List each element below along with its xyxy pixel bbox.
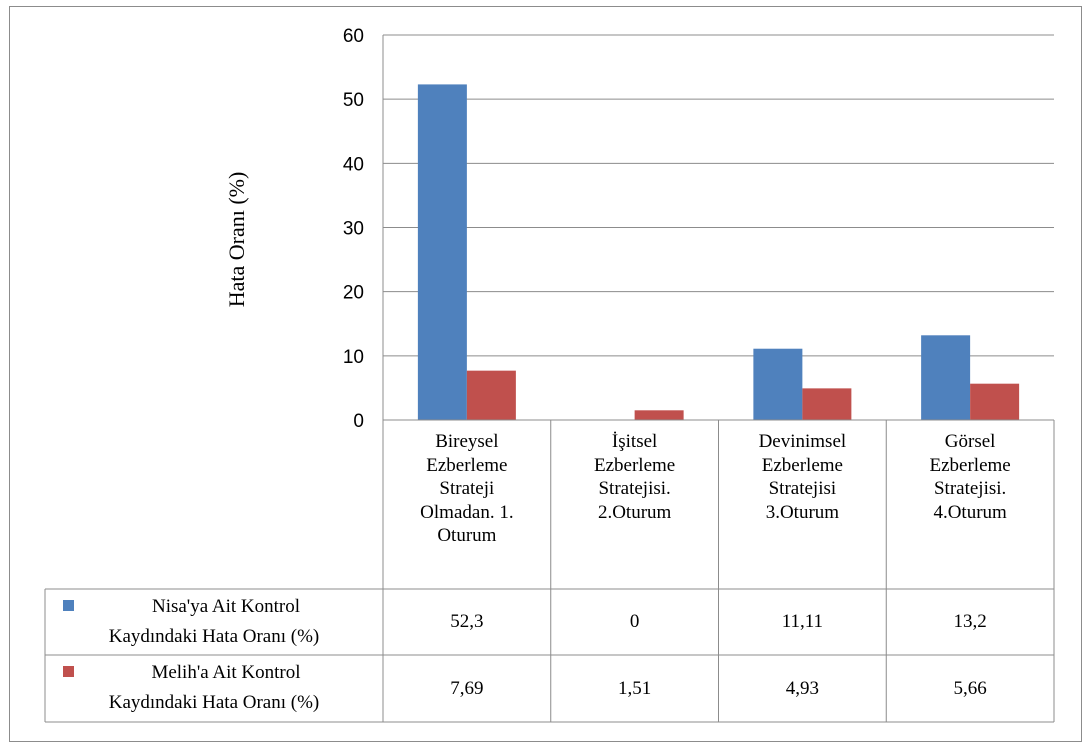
legend-label-line: Kaydındaki Hata Oranı (%) xyxy=(108,692,320,713)
chart-frame xyxy=(9,6,1082,742)
y-tick-label: 0 xyxy=(353,411,364,432)
y-tick-label: 40 xyxy=(343,154,364,175)
y-axis-title: Hata Oranı (%) xyxy=(224,172,249,308)
data-label: 13,2 xyxy=(953,611,987,632)
y-tick-label: 30 xyxy=(343,219,364,240)
data-label: 1,51 xyxy=(618,677,652,699)
bar xyxy=(802,388,852,420)
x-tick-label: Bireysel Ezberleme Strateji Olmadan. 1. … xyxy=(420,431,514,546)
legend-label: Melih'a Ait Kontrol Kaydındaki Hata Oranı… xyxy=(47,658,381,718)
data-label: 7,69 xyxy=(450,677,484,699)
y-tick-label: 10 xyxy=(343,347,364,368)
bar xyxy=(970,383,1020,420)
legend-label-line: Nisa'ya Ait Kontrol xyxy=(151,596,301,617)
x-tick-label: İşitsel Ezberleme Stratejisi. 2.Oturum xyxy=(594,431,676,523)
data-label: 4,93 xyxy=(785,677,819,699)
x-tick-label: Görsel Ezberleme Stratejisi. 4.Oturum xyxy=(929,431,1011,523)
bar xyxy=(417,84,467,421)
bar xyxy=(921,335,971,420)
bar xyxy=(634,410,684,420)
data-label: 0 xyxy=(629,611,640,632)
legend-swatch xyxy=(63,666,74,677)
legend-label-line: Melih'a Ait Kontrol xyxy=(151,662,301,683)
y-tick-label: 20 xyxy=(343,283,364,304)
data-label: 11,11 xyxy=(781,611,824,632)
legend-label: Nisa'ya Ait Kontrol Kaydındaki Hata Oranı… xyxy=(47,592,381,652)
legend-label-line: Kaydındaki Hata Oranı (%) xyxy=(108,626,320,647)
bar xyxy=(466,370,516,420)
data-label: 52,3 xyxy=(450,611,484,632)
y-tick-label: 60 xyxy=(343,26,364,47)
data-label: 5,66 xyxy=(953,677,987,699)
legend-swatch xyxy=(63,600,74,611)
x-tick-label: Devinimsel Ezberleme Stratejisi 3.Oturum xyxy=(758,431,847,523)
y-tick-label: 50 xyxy=(343,90,364,111)
bar xyxy=(753,348,803,420)
